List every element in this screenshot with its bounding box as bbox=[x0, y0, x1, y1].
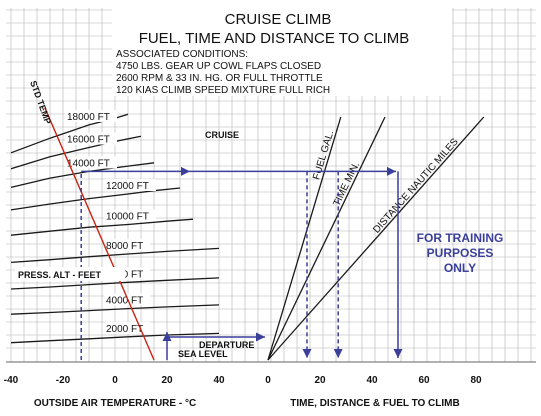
sea-level-label: SEA LEVEL bbox=[178, 349, 228, 359]
x-tick-right-3: 60 bbox=[418, 375, 430, 386]
conditions-heading: ASSOCIATED CONDITIONS: bbox=[116, 49, 248, 60]
condition-line-1: 4750 LBS. GEAR UP COWL FLAPS CLOSED bbox=[116, 61, 321, 72]
altitude-line-6 bbox=[10, 187, 181, 211]
altitude-label-5: 10000 FT bbox=[106, 212, 149, 223]
condition-line-2: 2600 RPM & 33 IN. HG. OR FULL THROTTLE bbox=[116, 73, 323, 84]
std-temp-line bbox=[44, 107, 155, 361]
x-tick-left-4: 40 bbox=[213, 375, 225, 386]
altitude-line-1 bbox=[10, 332, 220, 344]
altitude-line-8 bbox=[10, 135, 142, 170]
press-alt-label: PRESS. ALT - FEET bbox=[18, 270, 102, 280]
training-annotation-line-1: FOR TRAINING bbox=[417, 231, 504, 245]
x-axis-label-left: OUTSIDE AIR TEMPERATURE - °C bbox=[34, 398, 196, 409]
climb-line-3 bbox=[267, 116, 485, 361]
chart-subtitle: FUEL, TIME AND DISTANCE TO CLIMB bbox=[139, 30, 410, 47]
altitude-label-1: 2000 FT bbox=[106, 324, 143, 335]
climb-line-2 bbox=[267, 116, 386, 361]
cruise-label: CRUISE bbox=[205, 130, 239, 140]
x-tick-left-0: -40 bbox=[4, 375, 19, 386]
training-annotation-line-3: ONLY bbox=[444, 261, 476, 275]
condition-line-3: 120 KIAS CLIMB SPEED MIXTURE FULL RICH bbox=[116, 85, 330, 96]
altitude-label-7: 14000 FT bbox=[67, 158, 110, 169]
x-tick-right-4: 80 bbox=[470, 375, 482, 386]
x-axis-label-right: TIME, DISTANCE & FUEL TO CLIMB bbox=[290, 398, 459, 409]
x-tick-left-1: -20 bbox=[56, 375, 71, 386]
altitude-line-3 bbox=[10, 277, 220, 290]
chart-title: CRUISE CLIMB bbox=[225, 11, 332, 28]
std-temp-line bbox=[44, 107, 155, 361]
x-tick-left-3: 20 bbox=[161, 375, 173, 386]
training-annotation-line-2: PURPOSES bbox=[427, 246, 494, 260]
x-tick-right-0: 0 bbox=[265, 375, 271, 386]
altitude-line-2 bbox=[10, 304, 220, 315]
axis-tick-labels: -40 -20 0 20 40 0 20 40 60 80 bbox=[4, 375, 482, 386]
altitude-label-8: 16000 FT bbox=[67, 135, 110, 146]
altitude-label-2: 4000 FT bbox=[106, 296, 143, 307]
altitude-label-4: 8000 FT bbox=[106, 241, 143, 252]
altitude-label-6: 12000 FT bbox=[106, 181, 149, 192]
x-tick-right-2: 40 bbox=[366, 375, 378, 386]
altitude-label-9: 18000 FT bbox=[67, 112, 110, 123]
climb-line-1 bbox=[267, 116, 342, 361]
x-tick-left-2: 0 bbox=[112, 375, 118, 386]
x-tick-right-1: 20 bbox=[314, 375, 326, 386]
altitude-line-9 bbox=[10, 113, 129, 154]
example-path bbox=[80, 166, 403, 360]
departure-label: DEPARTURE bbox=[199, 340, 254, 350]
altitude-line-5 bbox=[10, 218, 194, 236]
